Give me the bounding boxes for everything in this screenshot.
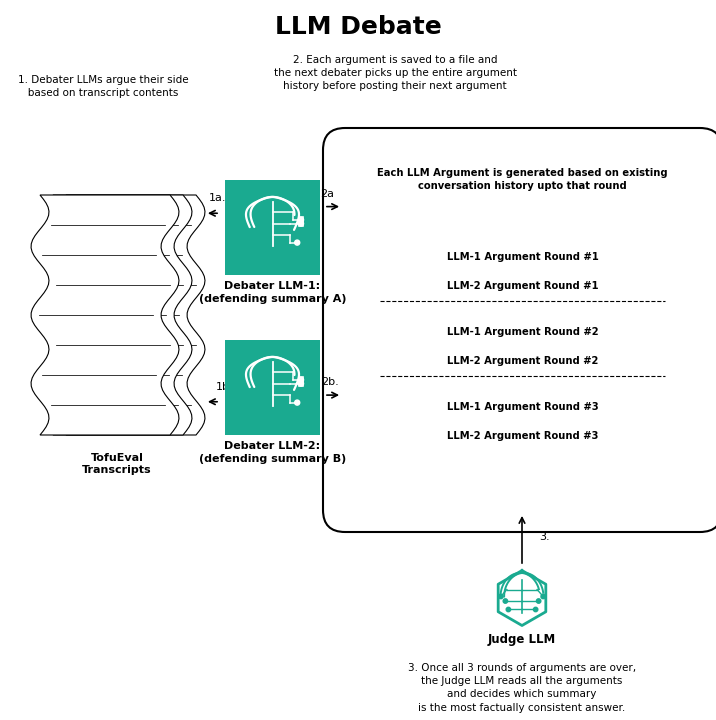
Circle shape (299, 221, 304, 226)
Text: LLM-1 Argument Round #1: LLM-1 Argument Round #1 (447, 252, 599, 262)
Circle shape (299, 381, 304, 386)
Text: 2b.: 2b. (321, 377, 339, 387)
Circle shape (506, 607, 511, 612)
FancyBboxPatch shape (323, 128, 716, 532)
Text: LLM-1 Argument Round #2: LLM-1 Argument Round #2 (447, 327, 599, 337)
Text: 2. Each argument is saved to a file and
the next debater picks up the entire arg: 2. Each argument is saved to a file and … (274, 55, 516, 91)
Circle shape (295, 240, 300, 245)
Circle shape (533, 607, 538, 612)
Circle shape (536, 599, 541, 603)
Text: Debater LLM-1:
(defending summary A): Debater LLM-1: (defending summary A) (199, 281, 347, 304)
Text: TofuEval
Transcripts: TofuEval Transcripts (82, 453, 152, 474)
Circle shape (299, 377, 304, 382)
Text: LLM-1 Argument Round #3: LLM-1 Argument Round #3 (447, 402, 599, 412)
Circle shape (498, 594, 503, 599)
Circle shape (295, 400, 300, 405)
Text: 1b.: 1b. (216, 382, 233, 392)
Text: Debater LLM-2:
(defending summary B): Debater LLM-2: (defending summary B) (199, 441, 346, 464)
Polygon shape (44, 195, 192, 435)
Text: LLM-2 Argument Round #3: LLM-2 Argument Round #3 (447, 431, 598, 441)
Text: 1. Debater LLMs argue their side
   based on transcript contents: 1. Debater LLMs argue their side based o… (18, 75, 188, 98)
Text: 1a.: 1a. (209, 193, 226, 203)
Text: LLM-2 Argument Round #2: LLM-2 Argument Round #2 (447, 356, 598, 366)
FancyBboxPatch shape (225, 180, 320, 275)
FancyBboxPatch shape (225, 340, 320, 435)
Circle shape (541, 594, 546, 599)
Text: 3.: 3. (538, 532, 549, 542)
Circle shape (503, 599, 508, 603)
Circle shape (299, 217, 304, 222)
Polygon shape (57, 195, 205, 435)
Text: Judge LLM: Judge LLM (488, 633, 556, 646)
Polygon shape (31, 195, 179, 435)
Text: LLM Debate: LLM Debate (275, 15, 441, 39)
Text: Each LLM Argument is generated based on existing
conversation history upto that : Each LLM Argument is generated based on … (377, 168, 668, 191)
Text: 3. Once all 3 rounds of arguments are over,
the Judge LLM reads all the argument: 3. Once all 3 rounds of arguments are ov… (408, 663, 636, 713)
Text: LLM-2 Argument Round #1: LLM-2 Argument Round #1 (447, 281, 599, 290)
Text: 2a: 2a (321, 189, 334, 199)
